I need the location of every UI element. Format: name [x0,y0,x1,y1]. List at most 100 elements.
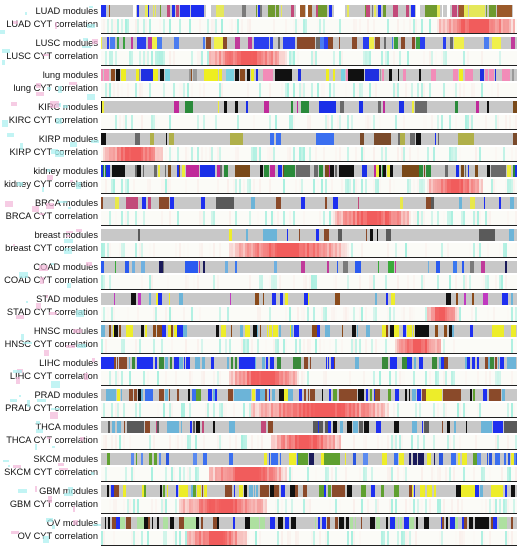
correlation-stripe [465,179,467,193]
correlation-stripe [375,339,377,353]
correlation-stripe [351,243,353,257]
module-segment [224,165,228,177]
correlation-stripe [419,339,421,353]
correlation-stripe [443,371,445,385]
correlation-stripe [217,179,219,193]
correlation-stripe [269,243,271,257]
correlation-stripe [195,467,197,481]
module-segment [263,229,277,241]
module-segment [260,517,265,529]
module-segment [165,357,168,369]
correlation-stripe [223,467,225,481]
module-segment [229,421,235,433]
module-segment [233,517,235,529]
correlation-stripe [387,243,389,257]
module-segment [215,389,217,401]
correlation-stripe [197,147,199,161]
correlation-stripe [499,51,501,65]
correlation-stripe [133,499,135,513]
correlation-stripe [105,435,107,449]
module-segment [366,229,367,241]
module-segment [308,5,312,17]
correlation-stripe [349,403,351,417]
module-segment [434,453,435,465]
cyt-correlation-label: KIRC CYT correlation [8,115,98,125]
cyt-correlation-track [101,403,517,417]
module-segment [300,5,305,17]
correlation-stripe [313,179,315,193]
module-segment [179,293,183,305]
correlation-stripe [501,467,503,481]
correlation-stripe [413,179,415,193]
modules-label: LUSC modules [35,38,98,48]
correlation-stripe [489,531,491,545]
module-segment [179,165,180,177]
correlation-stripe [243,435,245,449]
module-segment [491,517,493,529]
correlation-stripe [255,147,257,161]
correlation-stripe [503,19,505,33]
correlation-stripe [333,243,335,257]
module-segment [126,197,138,209]
module-segment [489,389,501,401]
module-segment [153,69,158,81]
correlation-stripe [493,307,495,321]
correlation-stripe [319,435,321,449]
correlation-stripe [341,403,343,417]
correlation-stripe [231,499,233,513]
correlation-stripe [275,115,277,129]
correlation-stripe [357,403,359,417]
module-segment [155,5,156,17]
correlation-stripe [429,19,431,33]
module-segment [254,37,269,49]
correlation-stripe [291,115,293,129]
correlation-stripe [289,147,291,161]
correlation-stripe [133,467,135,481]
correlation-stripe [169,435,171,449]
correlation-stripe [193,275,195,289]
module-segment [364,453,368,465]
module-segment [340,421,343,433]
correlation-stripe [413,211,415,225]
correlation-stripe [223,499,225,513]
correlation-stripe [445,403,447,417]
module-segment [145,421,150,433]
module-segment [335,517,338,529]
module-segment [176,485,178,497]
correlation-stripe [243,531,245,545]
module-segment [438,133,439,145]
module-segment [136,69,139,81]
module-segment [192,389,196,401]
correlation-stripe [173,83,175,97]
correlation-stripe [149,435,151,449]
cyt-correlation-label: OV CYT correlation [17,531,98,541]
module-segment [459,197,462,209]
correlation-stripe [221,403,223,417]
correlation-stripe [485,19,487,33]
correlation-stripe [349,211,351,225]
correlation-stripe [447,243,449,257]
module-segment [352,37,357,49]
correlation-stripe [297,19,299,33]
module-segment [255,517,259,529]
correlation-stripe [247,499,249,513]
correlation-stripe [185,531,187,545]
modules-track [101,197,517,209]
module-segment [256,485,258,497]
correlation-stripe [441,19,443,33]
correlation-stripe [455,531,457,545]
correlation-stripe [411,435,413,449]
correlation-stripe [203,435,205,449]
correlation-stripe [245,371,247,385]
correlation-stripe [461,179,463,193]
module-segment [283,165,284,177]
correlation-stripe [107,147,109,161]
correlation-stripe [257,467,259,481]
correlation-stripe [347,403,349,417]
correlation-stripe [201,531,203,545]
correlation-stripe [511,371,513,385]
cyt-correlation-label: LIHC CYT correlation [9,371,98,381]
module-segment [276,5,279,17]
module-segment [365,5,366,17]
correlation-stripe [311,435,313,449]
